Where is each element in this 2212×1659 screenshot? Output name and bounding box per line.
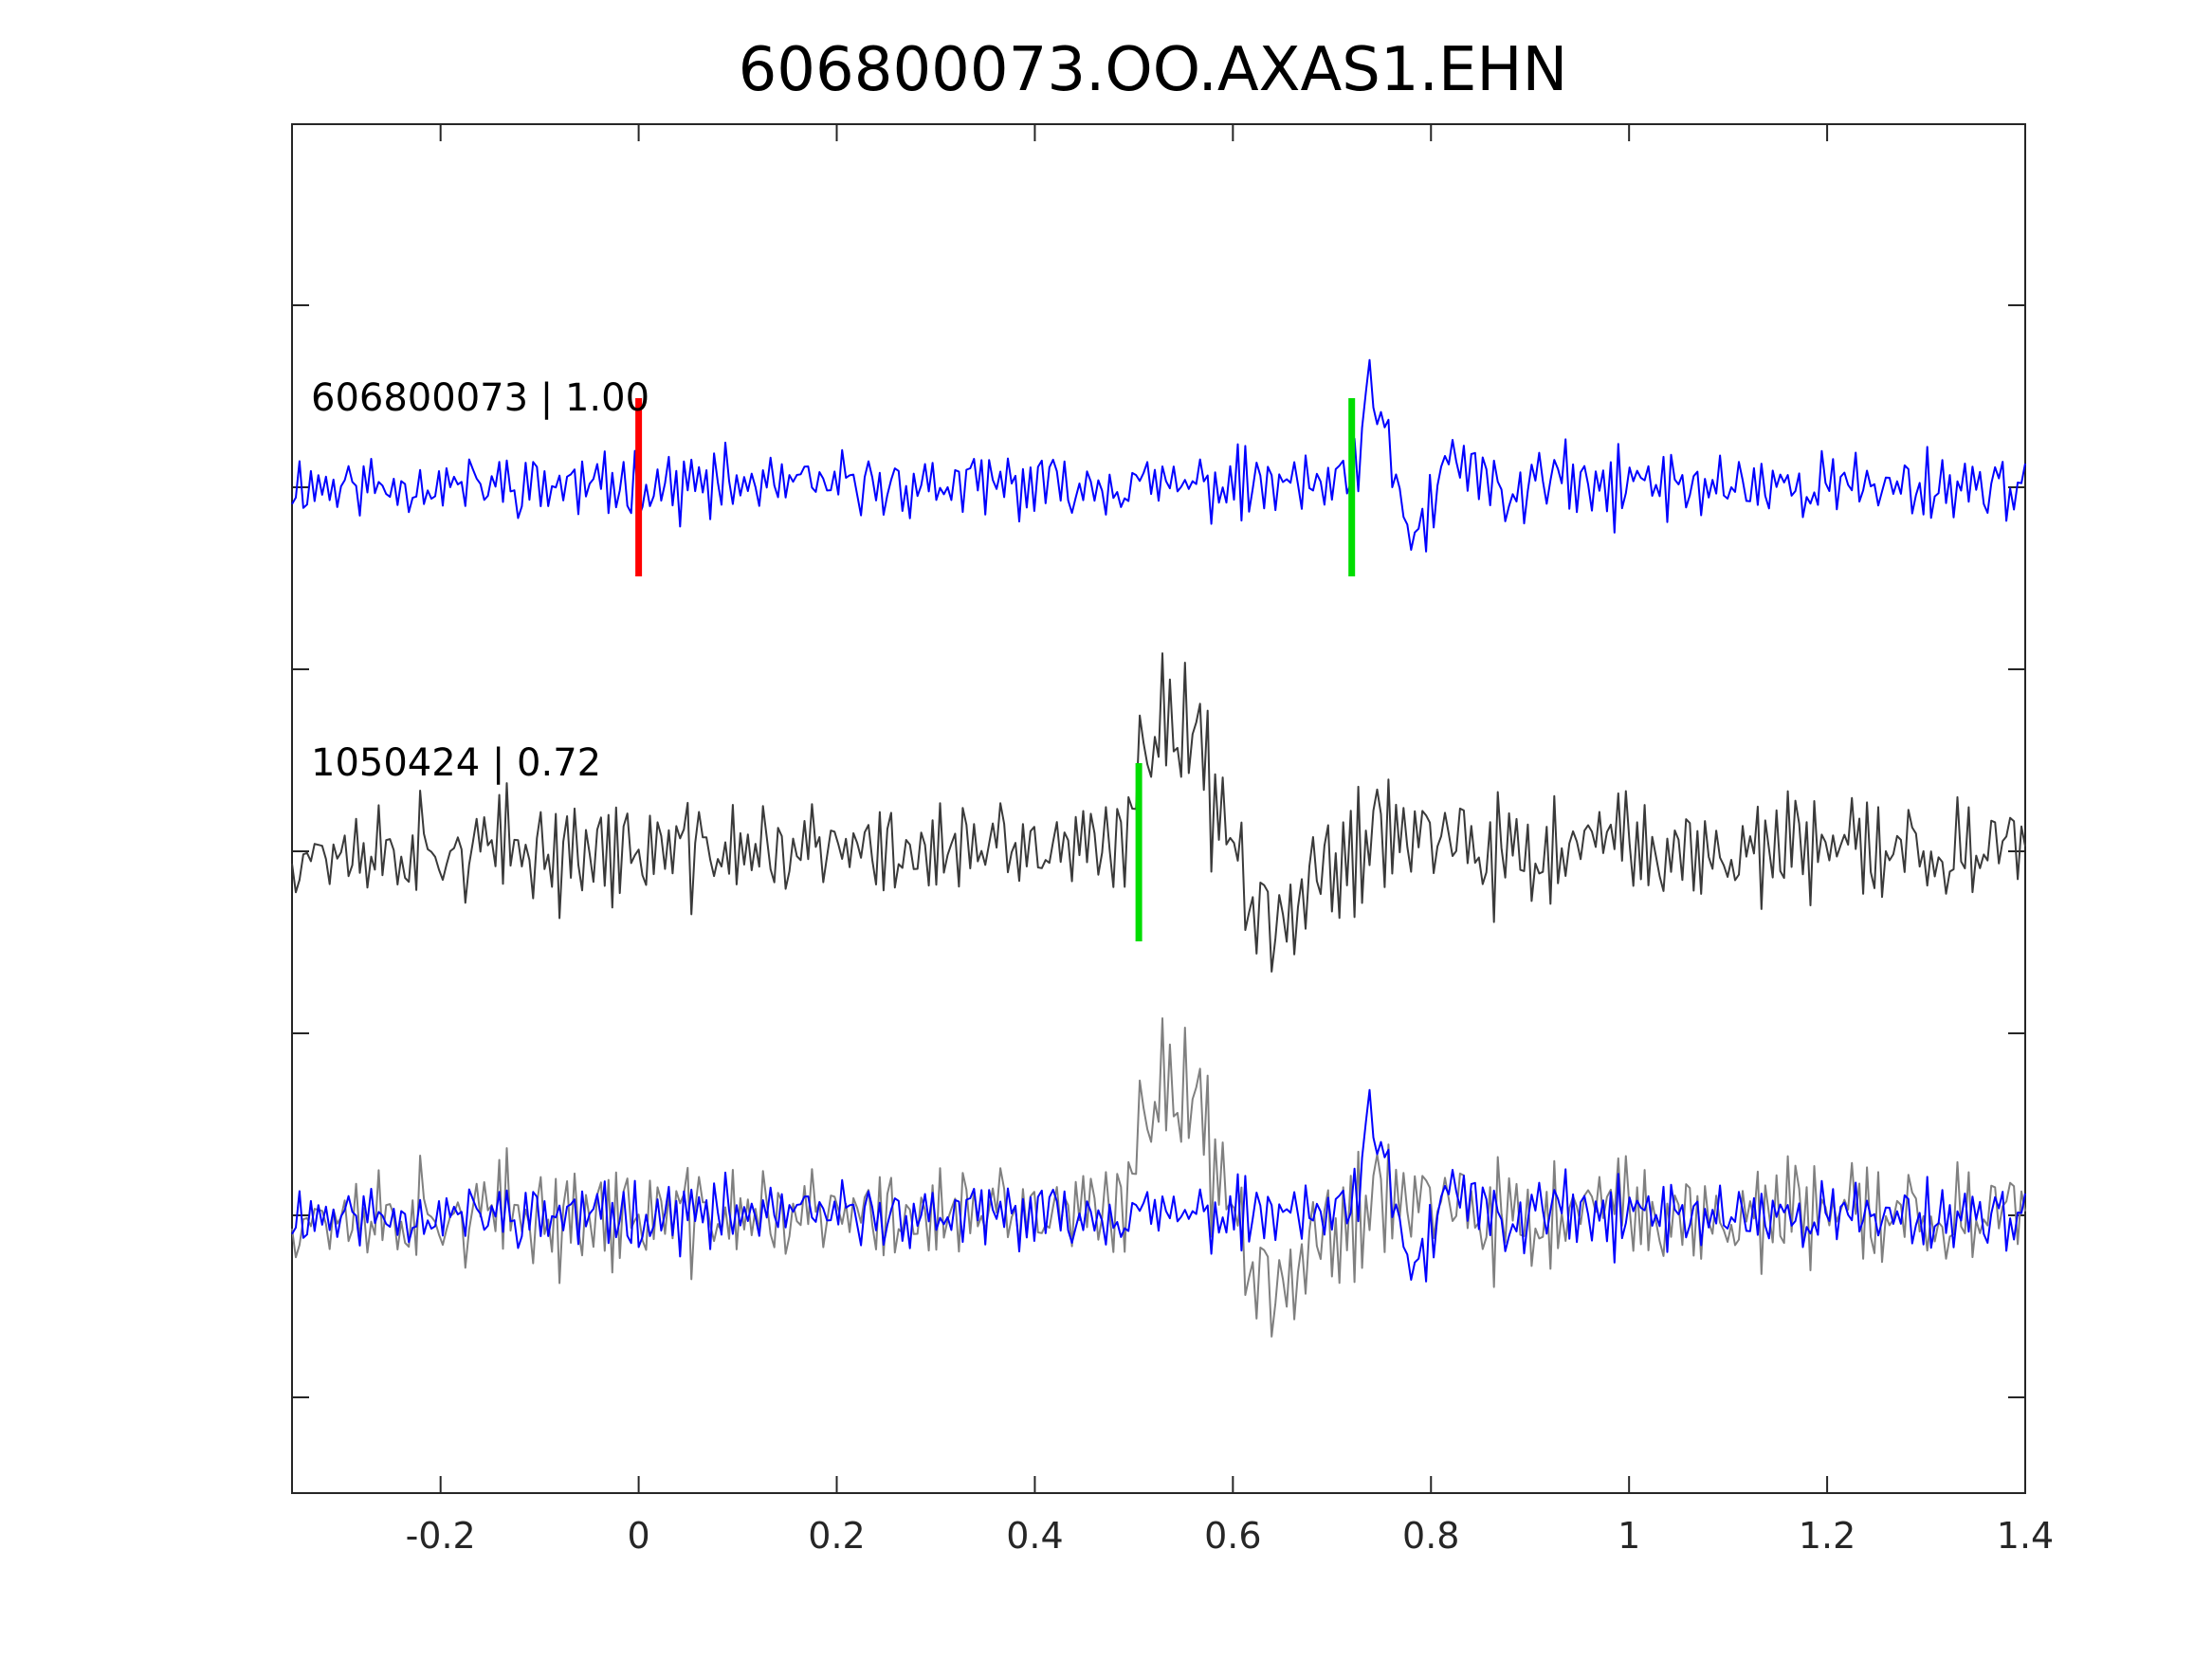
x-tick-label: 0.8 [1402,1515,1459,1557]
overlay-trace-1-line [291,1088,2026,1283]
trace-2-line [291,652,2026,973]
x-tick-label: -0.2 [406,1515,476,1557]
y-ticks [292,304,2025,1398]
trace-label-2: 1050424 | 0.72 [311,741,601,785]
x-ticks: -0.2 0 0.2 0.4 0.6 0.8 1 1.2 1.4 [406,124,2054,1557]
chart-title: 606800073.OO.AXAS1.EHN [739,35,1568,105]
x-tick-label: 1.4 [1997,1515,2054,1557]
plot-frame [291,123,2026,1494]
overlay-trace-2-line [291,1017,2026,1338]
x-tick-label: 0.2 [808,1515,865,1557]
traces [291,358,2026,1338]
trace-label-1: 606800073 | 1.00 [311,376,649,420]
x-tick-label: 1 [1618,1515,1640,1557]
x-tick-label: 1.2 [1799,1515,1856,1557]
trace-1-line [291,358,2026,553]
x-tick-label: 0.4 [1006,1515,1063,1557]
pick-markers [635,398,1356,941]
x-tick-label: 0.6 [1204,1515,1261,1557]
x-tick-label: 0 [628,1515,650,1557]
